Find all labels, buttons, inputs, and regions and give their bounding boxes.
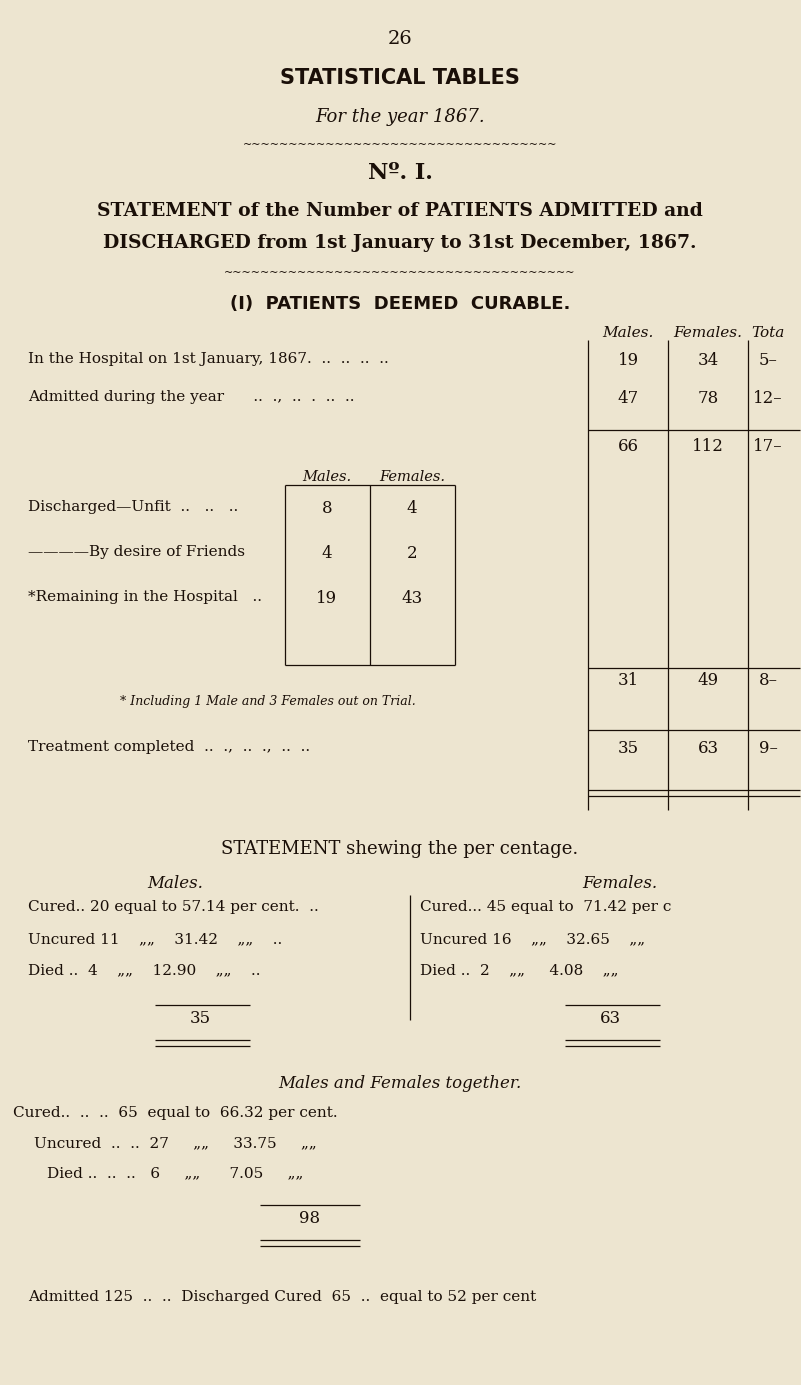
Text: Died ..  ..  ..   6     „„      7.05     „„: Died .. .. .. 6 „„ 7.05 „„	[46, 1166, 304, 1180]
Text: Males.: Males.	[303, 470, 352, 483]
Text: 4: 4	[407, 500, 417, 517]
Text: 31: 31	[618, 672, 638, 688]
Text: 43: 43	[401, 590, 423, 607]
Text: Treatment completed  ..  .,  ..  .,  ..  ..: Treatment completed .. ., .. ., .. ..	[28, 740, 310, 753]
Text: * Including 1 Male and 3 Females out on Trial.: * Including 1 Male and 3 Females out on …	[120, 695, 416, 708]
Text: STATISTICAL TABLES: STATISTICAL TABLES	[280, 68, 520, 89]
Text: Discharged—Unfit  ..   ..   ..: Discharged—Unfit .. .. ..	[28, 500, 238, 514]
Text: *Remaining in the Hospital   ..: *Remaining in the Hospital ..	[28, 590, 262, 604]
Text: Admitted 125  ..  ..  Discharged Cured  65  ..  equal to 52 per cent: Admitted 125 .. .. Discharged Cured 65 .…	[28, 1289, 536, 1305]
Text: Uncured 16    „„    32.65    „„: Uncured 16 „„ 32.65 „„	[420, 932, 645, 946]
Text: 34: 34	[698, 352, 718, 368]
Text: Tota: Tota	[751, 325, 785, 339]
Text: Females.: Females.	[379, 470, 445, 483]
Text: 26: 26	[388, 30, 413, 48]
Text: Uncured  ..  ..  27     „„     33.75     „„: Uncured .. .. 27 „„ 33.75 „„	[34, 1136, 316, 1150]
Text: ~~~~~~~~~~~~~~~~~~~~~~~~~~~~~~~~~~: ~~~~~~~~~~~~~~~~~~~~~~~~~~~~~~~~~~	[243, 140, 557, 150]
Text: Females.: Females.	[582, 875, 658, 892]
Text: Males.: Males.	[147, 875, 203, 892]
Text: 49: 49	[698, 672, 718, 688]
Text: 19: 19	[618, 352, 638, 368]
Text: 47: 47	[618, 391, 638, 407]
Text: Died ..  2    „„     4.08    „„: Died .. 2 „„ 4.08 „„	[420, 963, 618, 976]
Text: 5–: 5–	[759, 352, 778, 368]
Text: 8: 8	[322, 500, 332, 517]
Text: Cured..  ..  ..  65  equal to  66.32 per cent.: Cured.. .. .. 65 equal to 66.32 per cent…	[13, 1107, 337, 1120]
Text: 63: 63	[698, 740, 718, 758]
Text: Cured.. 20 equal to 57.14 per cent.  ..: Cured.. 20 equal to 57.14 per cent. ..	[28, 900, 319, 914]
Text: 12–: 12–	[753, 391, 783, 407]
Text: 2: 2	[407, 546, 417, 562]
Text: 8–: 8–	[759, 672, 778, 688]
Text: 112: 112	[692, 438, 724, 456]
Text: Females.: Females.	[674, 325, 743, 339]
Text: STATEMENT of the Number of PATIENTS ADMITTED and: STATEMENT of the Number of PATIENTS ADMI…	[97, 202, 703, 220]
Text: Males and Females together.: Males and Females together.	[279, 1075, 521, 1091]
Text: 35: 35	[618, 740, 638, 758]
Text: (I)  PATIENTS  DEEMED  CURABLE.: (I) PATIENTS DEEMED CURABLE.	[230, 295, 570, 313]
Text: In the Hospital on 1st January, 1867.  ..  ..  ..  ..: In the Hospital on 1st January, 1867. ..…	[28, 352, 388, 366]
Text: DISCHARGED from 1st January to 31st December, 1867.: DISCHARGED from 1st January to 31st Dece…	[103, 234, 697, 252]
Text: 17–: 17–	[753, 438, 783, 456]
Text: 19: 19	[316, 590, 337, 607]
Text: ~~~~~~~~~~~~~~~~~~~~~~~~~~~~~~~~~~~~~~: ~~~~~~~~~~~~~~~~~~~~~~~~~~~~~~~~~~~~~~	[224, 269, 576, 278]
Text: Males.: Males.	[602, 325, 654, 339]
Text: Nº. I.: Nº. I.	[368, 162, 433, 184]
Text: Cured... 45 equal to  71.42 per c: Cured... 45 equal to 71.42 per c	[420, 900, 671, 914]
Text: Died ..  4    „„    12.90    „„    ..: Died .. 4 „„ 12.90 „„ ..	[28, 963, 260, 976]
Text: 98: 98	[300, 1210, 320, 1227]
Text: 66: 66	[618, 438, 638, 456]
Text: 4: 4	[322, 546, 332, 562]
Text: STATEMENT shewing the per centage.: STATEMENT shewing the per centage.	[221, 839, 578, 857]
Text: Admitted during the year      ..  .,  ..  .  ..  ..: Admitted during the year .. ., .. . .. .…	[28, 391, 355, 404]
Text: For the year 1867.: For the year 1867.	[315, 108, 485, 126]
Text: 9–: 9–	[759, 740, 778, 758]
Text: ————By desire of Friends: ————By desire of Friends	[28, 546, 245, 560]
Text: Uncured 11    „„    31.42    „„    ..: Uncured 11 „„ 31.42 „„ ..	[28, 932, 282, 946]
Text: 35: 35	[190, 1010, 211, 1028]
Text: 78: 78	[698, 391, 718, 407]
Text: 63: 63	[599, 1010, 621, 1028]
